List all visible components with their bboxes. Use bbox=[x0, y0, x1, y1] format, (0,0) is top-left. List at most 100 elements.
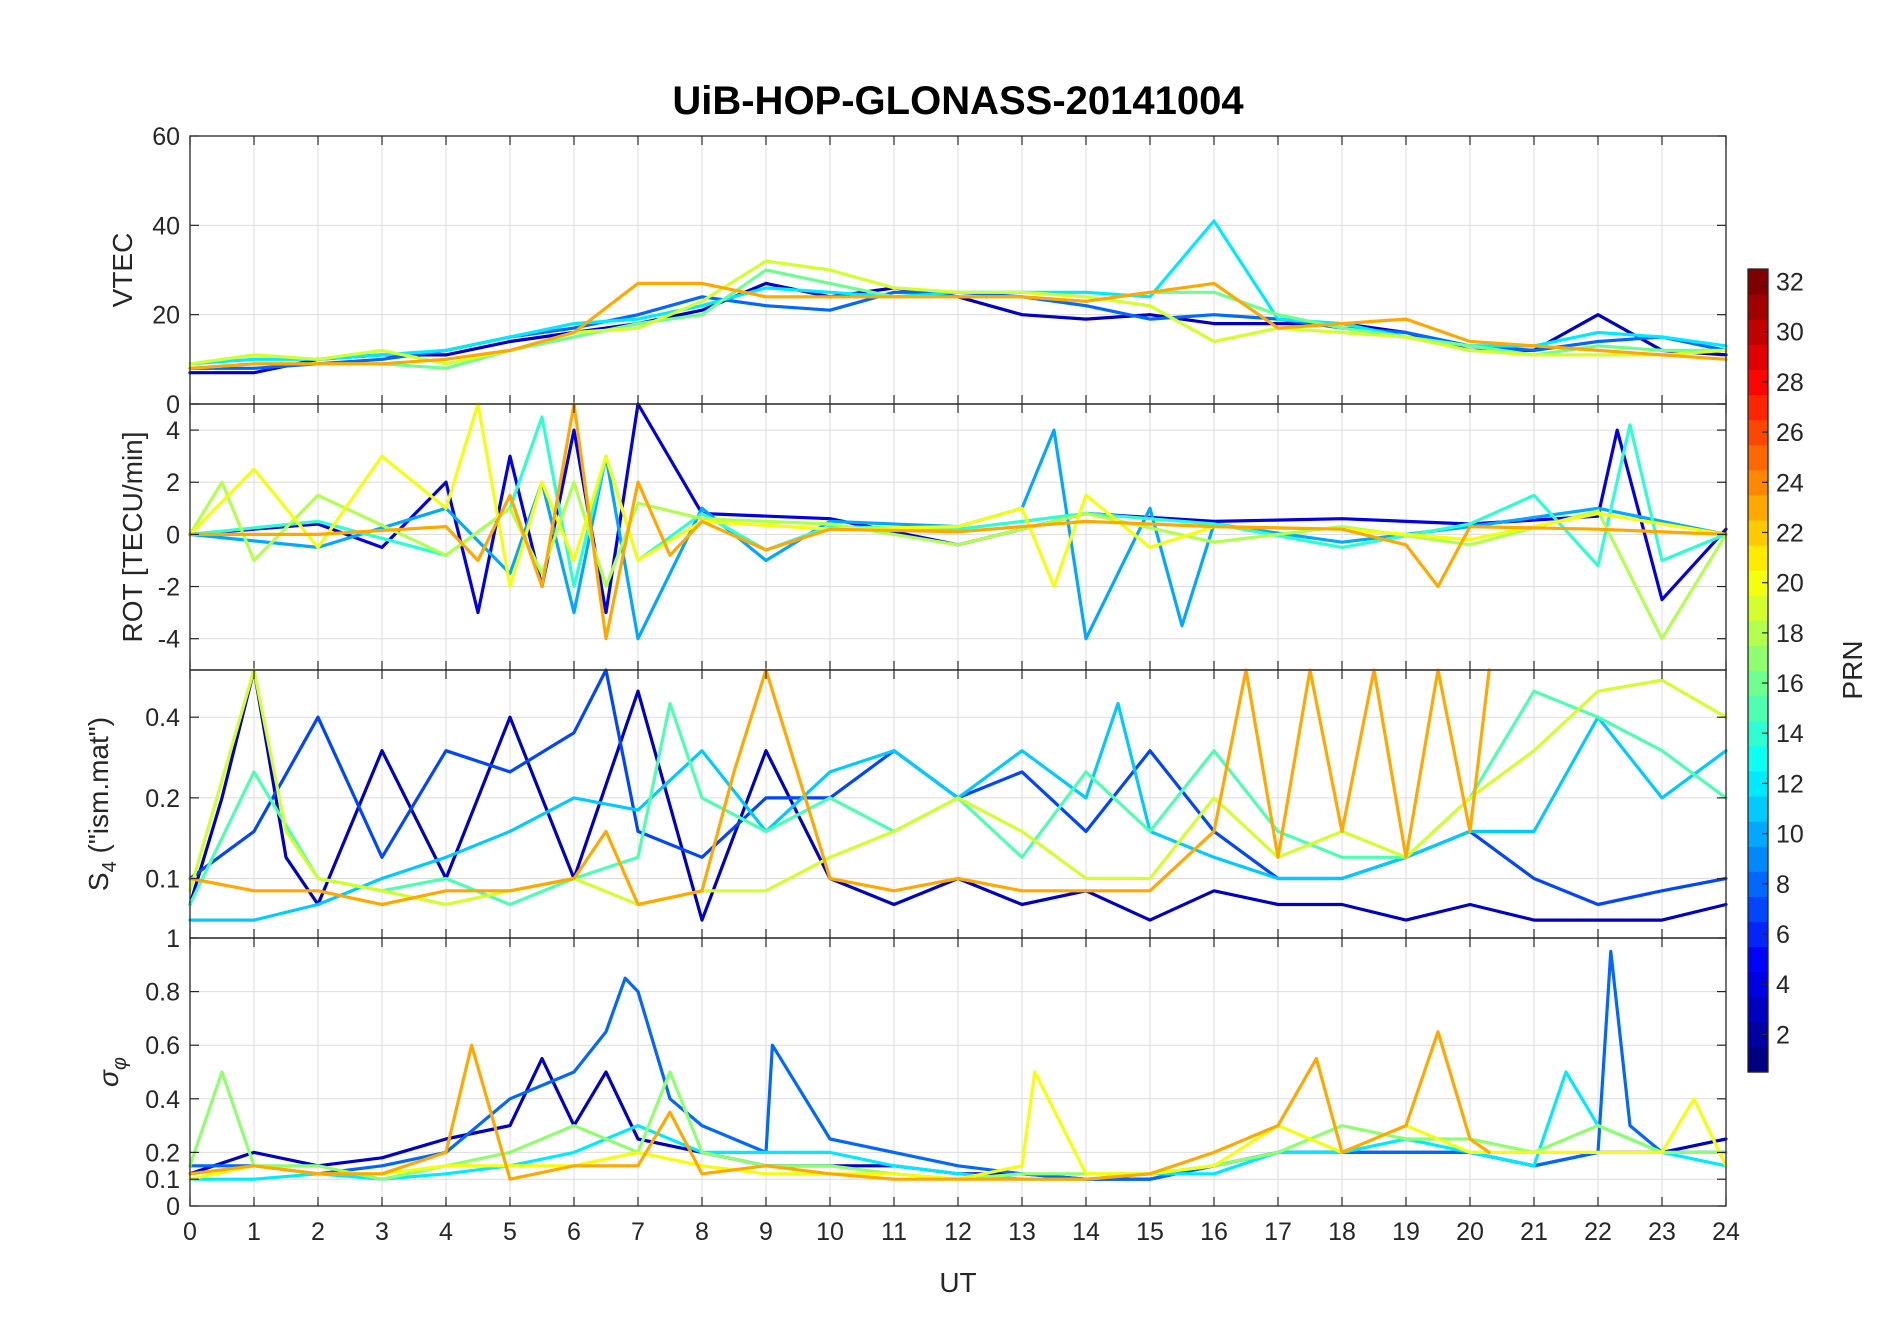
colorbar-cell-5 bbox=[1748, 946, 1768, 973]
x-tick-label-17: 17 bbox=[1264, 1218, 1292, 1246]
s4-series bbox=[188, 668, 1728, 922]
x-tick-label-6: 6 bbox=[567, 1218, 581, 1246]
s4-ytick-label-1: 0.2 bbox=[145, 785, 180, 813]
colorbar-cell-19 bbox=[1748, 595, 1768, 621]
x-tick-label-16: 16 bbox=[1200, 1218, 1228, 1246]
sigma-ticks: 00.10.2 0.4 0.6 0.8 1 bbox=[145, 925, 1727, 1221]
s4-series-prn-19 bbox=[188, 668, 1728, 907]
rot-ytick-label-4: 4 bbox=[166, 417, 180, 445]
sigma-ytick-label-4: 0.6 bbox=[145, 1032, 180, 1060]
colorbar-cell-3 bbox=[1748, 996, 1768, 1023]
x-tick-label-5: 5 bbox=[503, 1218, 517, 1246]
x-tick-label-22: 22 bbox=[1584, 1218, 1612, 1246]
colorbar-cell-21 bbox=[1748, 545, 1768, 571]
colorbar-tick-label-4: 10 bbox=[1776, 821, 1804, 849]
vtec-ytick-label-2: 40 bbox=[152, 212, 180, 240]
s4-series-prn-11 bbox=[188, 701, 1728, 922]
colorbar-tick-label-1: 4 bbox=[1776, 971, 1790, 999]
rot-ytick-label-2: 0 bbox=[166, 521, 180, 549]
colorbar-cell-22 bbox=[1748, 519, 1768, 546]
x-tick-label-9: 9 bbox=[759, 1218, 773, 1246]
colorbar-tick-label-12: 26 bbox=[1776, 419, 1804, 447]
x-tick-label-3: 3 bbox=[375, 1218, 389, 1246]
x-tick-label-1: 1 bbox=[247, 1218, 261, 1246]
chart-title: UiB-HOP-GLONASS-20141004 bbox=[672, 79, 1244, 123]
colorbar-tick-label-15: 32 bbox=[1776, 269, 1804, 297]
sigma-ytick-label-3: 0.4 bbox=[145, 1086, 180, 1114]
s4-panel: 0.1 0.2 0.4 S4 ("ism.mat") bbox=[83, 668, 1728, 939]
sigma-ytick-label-0: 0 bbox=[166, 1193, 180, 1221]
colorbar-cell-2 bbox=[1748, 1021, 1768, 1048]
x-tick-label-8: 8 bbox=[695, 1218, 709, 1246]
colorbar-cell-11 bbox=[1748, 795, 1768, 822]
sigma-ytick-label-5: 0.8 bbox=[145, 979, 180, 1007]
colorbar-tick-label-6: 14 bbox=[1776, 720, 1804, 748]
colorbar-tick-label-7: 16 bbox=[1776, 670, 1804, 698]
colorbar-label: PRN bbox=[1837, 640, 1868, 699]
colorbar-cell-25 bbox=[1748, 444, 1768, 471]
s4-series-prn-3 bbox=[188, 668, 1728, 922]
colorbar-cell-23 bbox=[1748, 494, 1768, 521]
x-tick-label-10: 10 bbox=[816, 1218, 844, 1246]
s4-ylabel: S4 ("ism.mat") bbox=[83, 717, 121, 891]
colorbar-cell-17 bbox=[1748, 645, 1768, 672]
rot-series-prn-14 bbox=[188, 415, 1728, 589]
colorbar-cell-26 bbox=[1748, 419, 1768, 446]
x-tick-label-18: 18 bbox=[1328, 1218, 1356, 1246]
vtec-series-prn-23 bbox=[188, 281, 1728, 370]
sigma-series bbox=[188, 949, 1728, 1181]
rot-ytick-label-3: 2 bbox=[166, 469, 180, 497]
sigma-series-prn-23 bbox=[188, 1030, 1491, 1181]
x-tick-label-11: 11 bbox=[881, 1218, 907, 1246]
colorbar-tick-label-14: 30 bbox=[1776, 319, 1804, 347]
colorbar-cell-8 bbox=[1748, 871, 1768, 897]
colorbar-cell-27 bbox=[1748, 394, 1768, 421]
rot-series bbox=[188, 402, 1728, 641]
vtec-series bbox=[188, 219, 1728, 375]
x-axis-ticks: 0 1 2 3 4 5 6 7 8 9 10 11 12 13 14 15 16 17 18 19 20 21 22 23 24 bbox=[183, 1218, 1740, 1246]
rot-ylabel: ROT [TECU/min] bbox=[117, 431, 148, 642]
vtec-ticks: 0 20 40 60 bbox=[152, 123, 1727, 419]
colorbar-cell-32 bbox=[1748, 269, 1768, 295]
sigma-ytick-label-6: 1 bbox=[166, 925, 180, 953]
colorbar-cell-6 bbox=[1748, 921, 1768, 948]
colorbar-tick-label-13: 28 bbox=[1776, 369, 1804, 397]
s4-ytick-label-0: 0.1 bbox=[145, 866, 180, 894]
colorbar-cell-31 bbox=[1748, 294, 1768, 320]
colorbar-frame bbox=[1747, 268, 1769, 1073]
vtec-ytick-label-1: 20 bbox=[152, 302, 180, 330]
x-tick-label-23: 23 bbox=[1648, 1218, 1676, 1246]
rot-series-prn-23 bbox=[188, 402, 1728, 641]
x-tick-label-7: 7 bbox=[631, 1218, 645, 1246]
colorbar-tick-label-9: 20 bbox=[1776, 570, 1804, 598]
colorbar-cell-9 bbox=[1748, 846, 1768, 872]
colorbar-cell-24 bbox=[1748, 469, 1768, 496]
colorbar-cell-28 bbox=[1748, 369, 1768, 396]
colorbar-cell-1 bbox=[1748, 1046, 1768, 1073]
sigma-ytick-label-2: 0.2 bbox=[145, 1139, 180, 1167]
x-tick-label-19: 19 bbox=[1392, 1218, 1420, 1246]
vtec-ytick-label-0: 0 bbox=[166, 391, 180, 419]
colorbar-tick-label-5: 12 bbox=[1776, 770, 1804, 798]
x-tick-label-20: 20 bbox=[1456, 1218, 1484, 1246]
colorbar-cell-14 bbox=[1748, 720, 1768, 747]
vtec-ytick-label-3: 60 bbox=[152, 123, 180, 151]
colorbar-cell-29 bbox=[1748, 344, 1768, 370]
colorbar-tick-label-2: 6 bbox=[1776, 921, 1790, 949]
colorbar-tick-label-11: 24 bbox=[1776, 469, 1804, 497]
rot-panel: -4 -2 0 2 4 ROT [TECU/min] bbox=[117, 402, 1728, 671]
colorbar-cell-10 bbox=[1748, 821, 1768, 847]
x-tick-label-2: 2 bbox=[311, 1218, 325, 1246]
s4-ytick-label-2: 0.4 bbox=[145, 704, 180, 732]
rot-ytick-label-0: -4 bbox=[158, 626, 180, 654]
colorbar-tick-label-8: 18 bbox=[1776, 620, 1804, 648]
colorbar-tick-label-10: 22 bbox=[1776, 519, 1804, 547]
colorbar-cell-18 bbox=[1748, 620, 1768, 646]
vtec-ylabel: VTEC bbox=[107, 233, 138, 308]
x-axis-label: UT bbox=[939, 1267, 976, 1298]
rot-series-prn-18 bbox=[188, 480, 1728, 641]
x-tick-label-14: 14 bbox=[1072, 1218, 1100, 1246]
colorbar-gradient bbox=[1748, 269, 1768, 1073]
